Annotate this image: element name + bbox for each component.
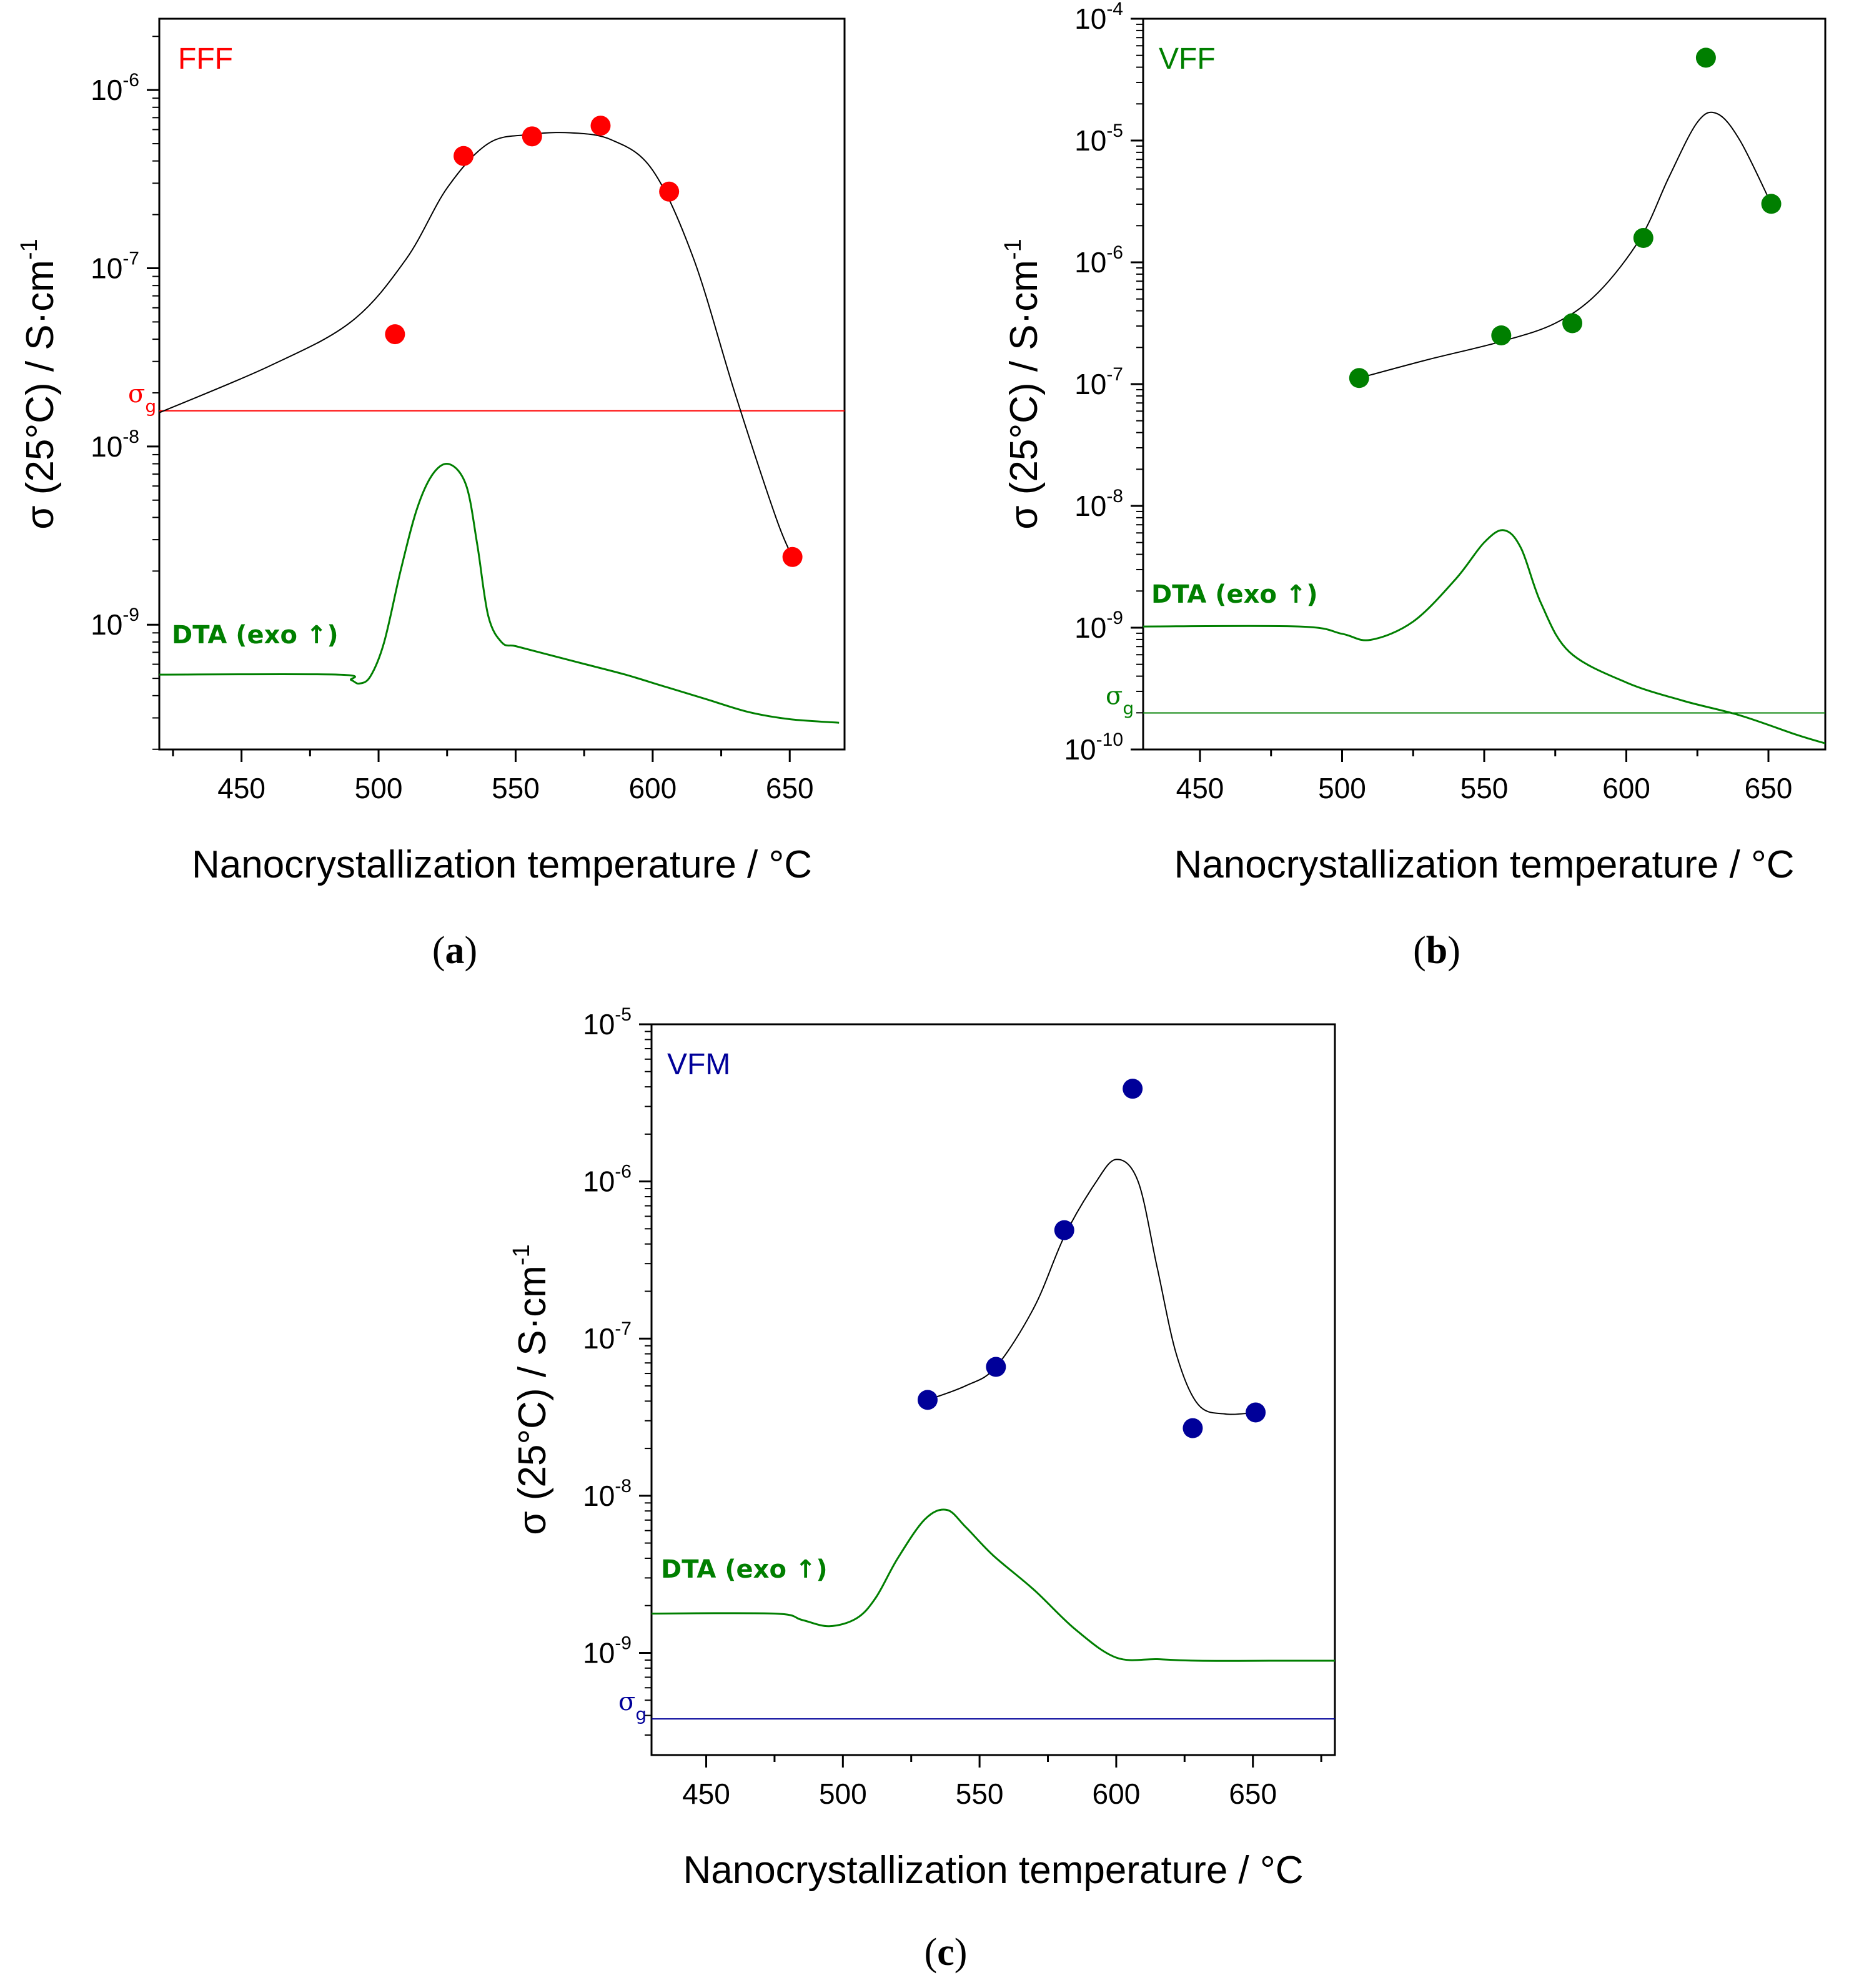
y-tick-label: 10-8 <box>91 427 139 463</box>
panel-b: 450 500 550 600 650 10-10 10-9 10-8 10-7 10-6 10-5… <box>1000 0 1827 972</box>
y-tick-label: 10-4 <box>1074 0 1123 35</box>
x-tick-label: 450 <box>682 1778 730 1810</box>
x-axis-title: Nanocrystallization temperature / °C <box>683 1849 1303 1892</box>
y-tick-label: 10-9 <box>91 605 139 641</box>
y-tick-label: 10-9 <box>583 1633 632 1669</box>
series-label: FFF <box>178 42 233 76</box>
panel-c: 450 500 550 600 650 10-9 10-8 10-7 10-6 10-5 Nanoc… <box>508 1004 1336 1974</box>
panel-letter-b: (b) <box>1413 929 1460 972</box>
y-tick-label: 10-8 <box>583 1476 632 1512</box>
data-point <box>1695 47 1716 68</box>
y-tick-label: 10-7 <box>91 249 139 285</box>
plot-area-c: 450 500 550 600 650 10-9 10-8 10-7 10-6 10-5 Nanoc… <box>508 1004 1336 1892</box>
data-point <box>659 181 680 202</box>
fit-curve <box>927 1159 1256 1415</box>
data-point <box>385 324 405 345</box>
plot-frame <box>650 1023 1336 1756</box>
sigma-g-label: σg <box>128 380 156 417</box>
plot-frame <box>158 17 846 751</box>
dta-label: DTA (exo ↑) <box>661 1555 828 1584</box>
sigma-g-label: σg <box>1106 682 1134 719</box>
x-tick-label: 600 <box>1602 772 1650 804</box>
plot-content <box>652 1159 1335 1720</box>
plot-area-b: 450 500 550 600 650 10-10 10-9 10-8 10-7 10-6 10-5… <box>1000 0 1827 886</box>
y-tick-label: 10-6 <box>91 70 139 106</box>
plot-content <box>1143 111 1825 744</box>
dta-label: DTA (exo ↑) <box>172 621 339 650</box>
data-point <box>986 1357 1006 1377</box>
x-tick-label: 500 <box>1318 772 1366 804</box>
fit-curve <box>159 132 793 558</box>
y-tick-label: 10-5 <box>583 1004 632 1041</box>
y-tick-label: 10-7 <box>1074 364 1123 400</box>
data-point <box>782 546 803 567</box>
x-tick-label: 500 <box>355 772 403 804</box>
series-label: VFF <box>1159 42 1216 76</box>
data-point <box>522 126 542 147</box>
series-label: VFM <box>667 1048 730 1081</box>
dta-curve <box>159 463 840 724</box>
y-axis-title: σ (25°C) / S·cm-1 <box>1000 239 1046 529</box>
x-tick-label: 650 <box>1745 772 1793 804</box>
data-point <box>590 116 611 136</box>
y-tick-label: 10-10 <box>1064 729 1123 766</box>
x-axis-title: Nanocrystallization temperature / °C <box>1174 843 1794 886</box>
y-axis-title: σ (25°C) / S·cm-1 <box>508 1244 554 1535</box>
plot-frame <box>1142 17 1827 751</box>
x-tick-label: 600 <box>628 772 677 804</box>
y-tick-label: 10-7 <box>583 1318 632 1355</box>
y-tick-label: 10-9 <box>1074 608 1123 644</box>
y-tick-label: 10-6 <box>1074 242 1123 279</box>
data-point <box>1633 228 1653 248</box>
y-tick-label: 10-8 <box>1074 486 1123 522</box>
x-tick-label: 550 <box>492 772 540 804</box>
dta-curve <box>1143 529 1825 744</box>
x-tick-label: 550 <box>1460 772 1509 804</box>
x-tick-label: 450 <box>1176 772 1224 804</box>
fit-curve <box>1359 111 1772 379</box>
x-axis-title: Nanocrystallization temperature / °C <box>192 843 812 886</box>
data-point <box>1246 1402 1266 1423</box>
sigma-g-label: σg <box>618 1688 647 1724</box>
y-tick-label: 10-6 <box>583 1162 632 1198</box>
data-point <box>1491 325 1512 345</box>
y-tick-label: 10-5 <box>1074 121 1123 157</box>
data-point <box>454 146 474 166</box>
x-tick-label: 650 <box>766 772 814 804</box>
data-point <box>1761 194 1782 214</box>
data-point <box>1349 368 1369 388</box>
plot-area-a: 450 500 550 600 650 10-9 10-8 10-7 10-6 Nanocryst… <box>16 17 846 886</box>
dta-curve <box>652 1508 1335 1662</box>
data-point <box>1054 1220 1074 1240</box>
data-point <box>1562 313 1583 334</box>
panel-a: 450 500 550 600 650 10-9 10-8 10-7 10-6 Nanocryst… <box>16 17 846 972</box>
dta-label: DTA (exo ↑) <box>1151 580 1318 609</box>
panel-letter-c: (c) <box>925 1931 968 1974</box>
x-tick-label: 500 <box>819 1778 867 1810</box>
panel-letter-a: (a) <box>432 929 477 972</box>
x-tick-label: 550 <box>956 1778 1004 1810</box>
x-tick-label: 450 <box>217 772 265 804</box>
data-point <box>1182 1418 1203 1438</box>
data-point <box>1123 1079 1143 1099</box>
x-tick-label: 650 <box>1229 1778 1277 1810</box>
data-point <box>917 1390 938 1410</box>
plot-content <box>159 132 845 724</box>
x-tick-label: 600 <box>1093 1778 1141 1810</box>
y-axis-title: σ (25°C) / S·cm-1 <box>16 239 62 529</box>
